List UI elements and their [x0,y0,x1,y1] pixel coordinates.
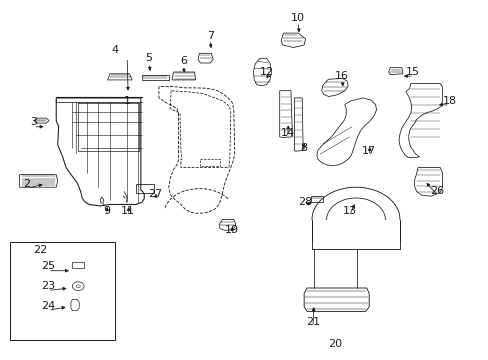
Text: 10: 10 [291,13,305,23]
Text: 18: 18 [442,96,456,106]
Text: 2: 2 [23,179,30,189]
Text: 16: 16 [335,71,348,81]
Text: 6: 6 [180,56,186,66]
Text: 17: 17 [362,146,375,156]
Text: 13: 13 [342,206,356,216]
Text: 24: 24 [41,301,55,311]
Text: 15: 15 [406,67,419,77]
Text: 4: 4 [111,45,118,55]
Text: 22: 22 [33,245,48,255]
Text: 11: 11 [121,206,135,216]
Text: 20: 20 [328,339,342,349]
Text: 8: 8 [300,143,307,153]
Text: 9: 9 [103,206,110,216]
Text: 27: 27 [148,189,163,199]
Text: 12: 12 [259,67,273,77]
Text: 7: 7 [206,31,213,41]
Text: 21: 21 [305,317,319,327]
Text: 3: 3 [30,117,37,127]
Text: 28: 28 [297,197,312,207]
Text: 19: 19 [225,225,239,235]
Text: 25: 25 [41,261,55,271]
Text: 1: 1 [123,96,130,106]
Text: 23: 23 [41,281,55,291]
Text: 26: 26 [430,186,444,196]
Bar [10,242,115,340]
Text: 14: 14 [280,128,294,138]
Text: 5: 5 [145,53,152,63]
